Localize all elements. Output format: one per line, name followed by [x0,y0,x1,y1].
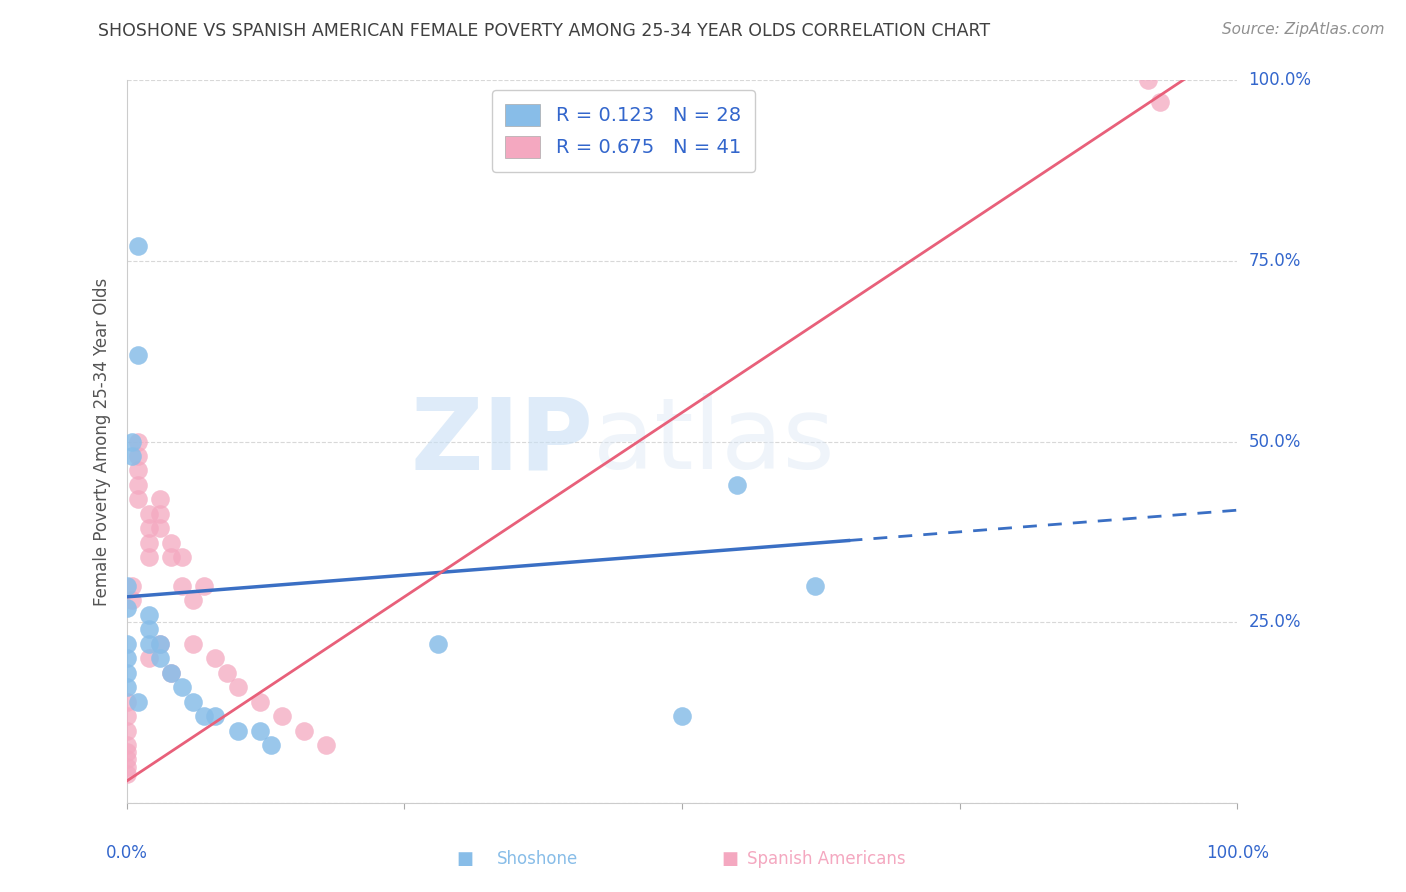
Y-axis label: Female Poverty Among 25-34 Year Olds: Female Poverty Among 25-34 Year Olds [93,277,111,606]
Point [149,492,172,507]
Point [115,695,138,709]
Point [160,665,183,680]
Point [138,507,160,521]
Point [127,478,149,492]
Point [193,579,215,593]
Point [271,709,294,723]
Point [127,463,149,477]
Point [115,680,138,694]
Point [160,550,183,565]
Point [115,637,138,651]
Text: 50.0%: 50.0% [1249,433,1301,450]
Point [115,745,138,759]
Point [115,579,138,593]
Point [204,651,226,665]
Point [149,521,172,535]
Point [172,680,194,694]
Point [115,752,138,766]
Point [121,449,143,463]
Point [671,709,693,723]
Text: 25.0%: 25.0% [1249,613,1301,632]
Point [115,738,138,752]
Point [121,434,143,449]
Point [249,723,271,738]
Point [121,593,143,607]
Point [115,651,138,665]
Point [226,680,249,694]
Point [127,492,149,507]
Point [127,348,149,362]
Point [315,738,337,752]
Point [1137,73,1160,87]
Point [260,738,283,752]
Point [204,709,226,723]
Legend: R = 0.123   N = 28, R = 0.675   N = 41: R = 0.123 N = 28, R = 0.675 N = 41 [492,90,755,172]
Point [172,550,194,565]
Point [115,709,138,723]
Text: 100.0%: 100.0% [1249,71,1312,89]
Text: 75.0%: 75.0% [1249,252,1301,270]
Text: Spanish Americans: Spanish Americans [747,850,905,868]
Point [127,239,149,253]
Point [160,665,183,680]
Text: 0.0%: 0.0% [105,845,148,863]
Point [426,637,449,651]
Point [804,579,827,593]
Point [149,651,172,665]
Point [138,651,160,665]
Point [115,665,138,680]
Point [149,637,172,651]
Point [181,637,204,651]
Point [181,695,204,709]
Text: ■: ■ [457,850,474,868]
Point [138,607,160,622]
Text: atlas: atlas [593,393,835,490]
Point [1149,95,1171,109]
Point [149,507,172,521]
Text: ■: ■ [721,850,738,868]
Text: 100.0%: 100.0% [1206,845,1268,863]
Point [127,695,149,709]
Point [193,709,215,723]
Point [215,665,238,680]
Point [115,760,138,774]
Point [138,550,160,565]
Point [138,637,160,651]
Point [115,723,138,738]
Point [138,535,160,549]
Point [181,593,204,607]
Point [226,723,249,738]
Text: Shoshone: Shoshone [496,850,578,868]
Text: SHOSHONE VS SPANISH AMERICAN FEMALE POVERTY AMONG 25-34 YEAR OLDS CORRELATION CH: SHOSHONE VS SPANISH AMERICAN FEMALE POVE… [98,22,991,40]
Point [138,521,160,535]
Point [127,449,149,463]
Point [172,579,194,593]
Point [727,478,749,492]
Text: Source: ZipAtlas.com: Source: ZipAtlas.com [1222,22,1385,37]
Text: ZIP: ZIP [411,393,593,490]
Point [138,623,160,637]
Point [121,579,143,593]
Point [249,695,271,709]
Point [292,723,315,738]
Point [149,637,172,651]
Point [115,600,138,615]
Point [115,767,138,781]
Point [160,535,183,549]
Point [127,434,149,449]
